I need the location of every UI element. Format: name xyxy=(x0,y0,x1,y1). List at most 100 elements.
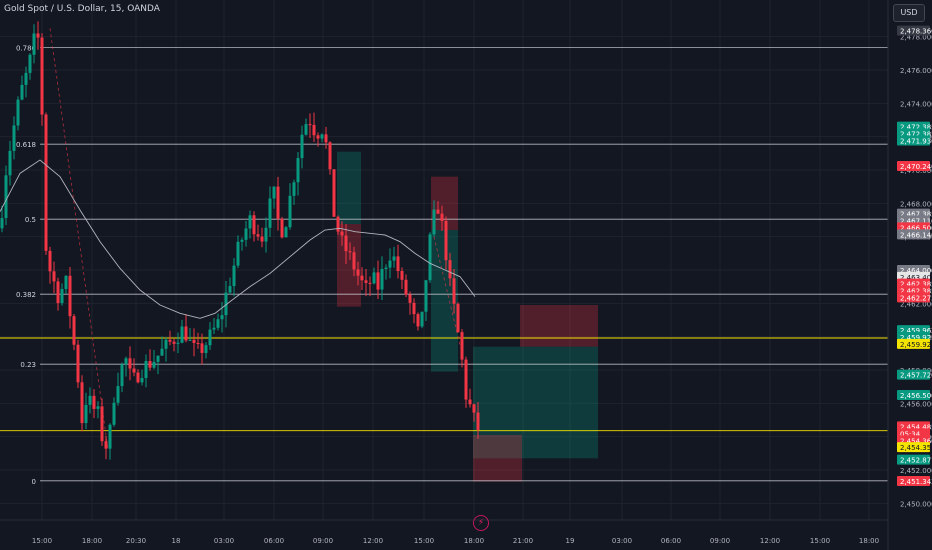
candle-body xyxy=(420,311,424,327)
candle-body xyxy=(92,395,96,409)
price-label-text: 2,462.385 xyxy=(900,281,932,289)
candle-body xyxy=(400,271,404,280)
candle-body xyxy=(352,252,356,270)
profit-zone xyxy=(473,346,598,459)
time-tick-label: 12:00 xyxy=(363,537,383,545)
candle-body xyxy=(336,216,340,232)
candle-body xyxy=(60,289,64,304)
price-axis[interactable]: 2,450.0002,452.0002,454.0002,456.0002,45… xyxy=(887,0,932,550)
candle-body xyxy=(320,134,324,139)
price-label-text: 2,467.110 xyxy=(900,218,932,226)
candle-body xyxy=(296,158,300,183)
candle-body xyxy=(108,424,112,449)
price-label xyxy=(897,229,930,240)
price-label xyxy=(897,338,930,349)
price-label-text: 2,456.500 xyxy=(900,392,932,400)
fib-level-label: 0.5 xyxy=(25,216,36,224)
candle-body xyxy=(24,72,28,85)
candles xyxy=(0,21,480,460)
candle-body xyxy=(120,364,124,387)
price-label-text: 2,463.408 xyxy=(900,274,932,282)
time-axis[interactable]: 15:00 18:00 20:30 18 03:00 06:00 09:00 12:00 15:… xyxy=(0,519,888,545)
price-label-text: 2,452.871 xyxy=(900,457,932,465)
price-label-text: 2,451.343 xyxy=(900,478,932,486)
candle-body xyxy=(324,134,328,143)
candle-body xyxy=(160,348,164,356)
candle-body xyxy=(456,303,460,333)
price-label-text: 2,472.385 xyxy=(900,131,932,139)
price-label xyxy=(897,161,930,171)
candle-body xyxy=(384,267,388,269)
price-label-text: 2,459.921 xyxy=(900,341,932,349)
candle-body xyxy=(448,260,452,279)
candle-body xyxy=(272,186,276,199)
position-boxes[interactable] xyxy=(337,151,598,482)
currency-button[interactable]: USD xyxy=(893,4,925,22)
candle-body xyxy=(196,342,200,344)
candle-body xyxy=(104,441,108,449)
price-tick-label: 2,474.000 xyxy=(900,100,932,108)
price-label-text: 2,478.360 xyxy=(900,28,932,36)
symbol-title[interactable]: Gold Spot / U.S. Dollar, 15, OANDA xyxy=(4,4,160,14)
price-label-text: 05:34 xyxy=(900,430,921,438)
price-tick-label: 2,462.000 xyxy=(900,300,932,308)
time-tick-label: 19 xyxy=(566,537,575,545)
candle-body xyxy=(176,342,180,344)
price-label-text: 2,471.930 xyxy=(900,138,932,146)
time-tick-label: 18:00 xyxy=(82,537,102,545)
time-tick-label: 03:00 xyxy=(214,537,234,545)
horizontal-lines[interactable] xyxy=(0,337,888,432)
candle-body xyxy=(440,213,444,221)
candle-body xyxy=(136,372,140,383)
candle-body xyxy=(424,280,428,312)
bolt-icon[interactable]: ⚡ xyxy=(473,515,489,531)
candle-body xyxy=(212,327,216,330)
price-label-text: 2,459.923 xyxy=(900,334,932,342)
time-tick-label: 06:00 xyxy=(661,537,681,545)
candle-body xyxy=(8,150,12,176)
price-label-text: 2,454.358 xyxy=(900,444,932,452)
candle-body xyxy=(284,227,288,238)
candle-body xyxy=(44,114,48,251)
price-label-text: 2,454.485 xyxy=(900,423,932,431)
candle-body xyxy=(460,332,464,360)
candle-body xyxy=(84,404,88,424)
candle-body xyxy=(344,235,348,252)
candle-body xyxy=(280,218,284,238)
candle-body xyxy=(328,142,332,170)
candle-body xyxy=(408,294,412,303)
candle-body xyxy=(64,275,68,290)
candle-body xyxy=(164,339,168,349)
candle-body xyxy=(380,268,384,290)
candle-body xyxy=(364,280,368,283)
fibonacci-levels[interactable]: 0.786 0.618 0.5 0.382 0.23 0 xyxy=(16,45,888,486)
candle-body xyxy=(96,406,100,409)
price-tick-label: 2,476.000 xyxy=(900,67,932,75)
price-tick-label: 2,452.000 xyxy=(900,467,932,475)
candle-body xyxy=(208,329,212,346)
candle-body xyxy=(80,382,84,424)
price-label-text: 2,466.140 xyxy=(900,231,932,239)
candle-body xyxy=(220,315,224,320)
price-tick-label: 2,456.000 xyxy=(900,400,932,408)
candle-body xyxy=(4,175,8,219)
candle-body xyxy=(376,272,380,290)
price-label-text: 2,454.360 xyxy=(900,437,932,445)
time-tick-label: 21:00 xyxy=(513,537,533,545)
candle-body xyxy=(148,360,152,368)
candle-body xyxy=(124,358,128,365)
price-label-text: 2,466.500 xyxy=(900,224,932,232)
candle-body xyxy=(36,33,40,38)
time-tick-label: 03:00 xyxy=(612,537,632,545)
dashed-trend-line xyxy=(433,236,463,354)
candle-body xyxy=(72,316,76,345)
fib-level-label: 0.382 xyxy=(16,291,36,299)
time-tick-label: 09:00 xyxy=(710,537,730,545)
candle-body xyxy=(112,402,116,425)
candle-body xyxy=(184,326,188,341)
candle-body xyxy=(288,195,292,228)
candle-body xyxy=(300,134,304,159)
fib-level-label: 0.786 xyxy=(16,45,37,53)
time-tick-label: 20:30 xyxy=(126,537,146,545)
